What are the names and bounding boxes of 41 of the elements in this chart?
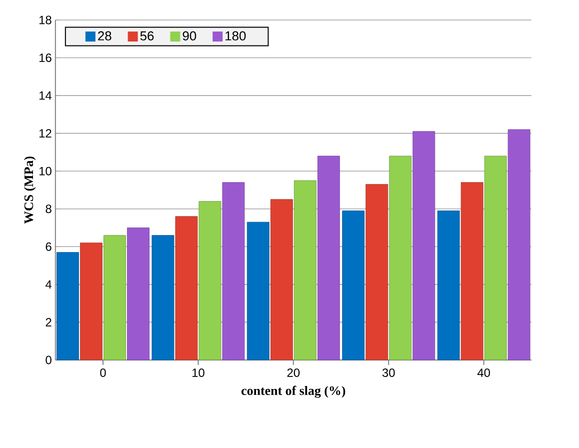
legend-label: 90 (182, 31, 196, 40)
legend-label: 56 (140, 31, 154, 40)
bar (198, 201, 222, 360)
y-tick-label: 8 (46, 204, 52, 214)
bar (437, 210, 460, 360)
bar (484, 156, 507, 360)
x-axis-title: content of slag (%) (242, 386, 346, 398)
bar (317, 156, 340, 360)
y-tick-label: 14 (39, 91, 52, 100)
y-tick-label: 12 (39, 129, 52, 138)
y-tick-label: 16 (39, 54, 52, 62)
bar (389, 156, 412, 360)
bar (56, 252, 79, 360)
bar (270, 199, 293, 360)
bar (175, 216, 198, 360)
y-tick-label: 4 (46, 280, 52, 289)
x-tick-label: 30 (382, 368, 395, 377)
y-tick-label: 0 (46, 356, 52, 364)
legend-label: 28 (98, 31, 112, 40)
y-tick-label: 2 (46, 318, 52, 326)
bar (366, 184, 388, 360)
bar (152, 235, 174, 360)
y-axis-title: WCS (MPa) (24, 156, 36, 224)
x-tick-label: 10 (192, 368, 204, 377)
bar (412, 131, 436, 360)
y-tick-label: 10 (39, 166, 52, 176)
x-tick-label: 20 (287, 368, 300, 377)
bar (508, 129, 530, 360)
legend-label: 180 (226, 31, 246, 40)
y-tick-label: 6 (46, 242, 52, 251)
bar (246, 222, 270, 360)
x-tick-label: 0 (100, 368, 106, 377)
bar (80, 242, 102, 360)
bar (342, 210, 365, 360)
y-tick-label: 18 (39, 16, 52, 24)
bar (294, 180, 316, 360)
x-tick-label: 40 (477, 368, 490, 377)
bar (460, 182, 484, 360)
bar (222, 182, 245, 360)
bar (127, 228, 150, 360)
bar (104, 235, 126, 360)
